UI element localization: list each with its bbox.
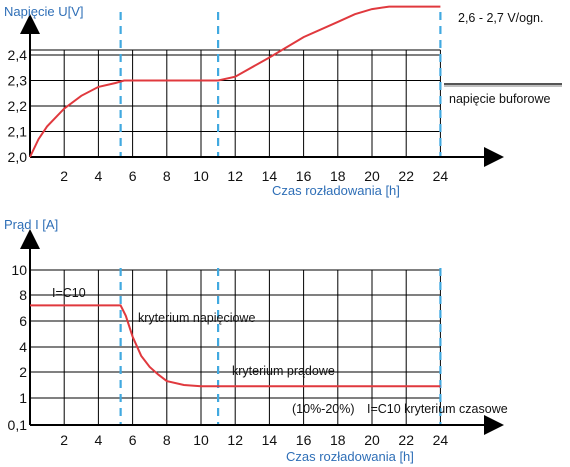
- voltage-x-tick-label: 14: [262, 168, 278, 184]
- current-y-axis-title: Prąd I [A]: [4, 217, 58, 232]
- voltage-criterion-label: kryterium napięciowe: [138, 311, 255, 325]
- voltage-x-tick-label: 6: [129, 168, 137, 184]
- voltage-x-tick-label: 8: [163, 168, 171, 184]
- current-y-tick-labels: 0,1 1 2 4 6 8 10: [8, 262, 28, 433]
- current-x-tick-label: 10: [193, 432, 209, 448]
- current-x-tick-label: 24: [433, 432, 449, 448]
- voltage-y-tick-label: 2,2: [8, 98, 28, 114]
- voltage-x-tick-label: 16: [296, 168, 312, 184]
- voltage-curve: [29, 5, 441, 158]
- time-criterion-label: I=C10 kryterium czasowe: [367, 402, 508, 416]
- current-y-tick-label: 10: [11, 262, 27, 278]
- current-x-tick-label: 2: [60, 432, 68, 448]
- current-y-tick-label: 8: [19, 287, 27, 303]
- current-c10-label: I=C10: [52, 286, 86, 300]
- voltage-y-tick-label: 2,1: [8, 124, 28, 140]
- voltage-x-tick-label: 24: [433, 168, 449, 184]
- current-criterion-label: kryterium prądowe: [232, 364, 335, 378]
- voltage-x-tick-label: 18: [330, 168, 346, 184]
- current-x-tick-label: 16: [296, 432, 312, 448]
- voltage-y-tick-label: 2,4: [8, 47, 28, 63]
- voltage-x-tick-label: 20: [364, 168, 380, 184]
- voltage-time-markers: [119, 12, 442, 157]
- percent-range-label: (10%-20%): [292, 402, 355, 416]
- current-x-tick-label: 12: [227, 432, 243, 448]
- voltage-x-tick-label: 2: [60, 168, 68, 184]
- current-x-tick-label: 22: [398, 432, 414, 448]
- voltage-x-axis-title: Czas rozładowania [h]: [272, 183, 400, 198]
- voltage-x-tick-label: 12: [227, 168, 243, 184]
- current-y-tick-label: 6: [19, 313, 27, 329]
- voltage-x-tick-labels: 2 4 6 8 10 12 14 16 18 20 22 24: [60, 168, 448, 184]
- current-x-tick-label: 20: [364, 432, 380, 448]
- voltage-y-axis-title: Napięcie U[V]: [4, 4, 83, 19]
- voltage-x-tick-label: 10: [193, 168, 209, 184]
- current-time-markers: [119, 268, 442, 425]
- current-x-tick-label: 8: [163, 432, 171, 448]
- voltage-y-tick-label: 2,3: [8, 73, 28, 89]
- current-x-axis-title: Czas rozładowania [h]: [286, 449, 414, 464]
- current-y-tick-label: 1: [19, 390, 27, 406]
- voltage-x-tick-label: 22: [398, 168, 414, 184]
- current-y-tick-label: 2: [19, 364, 27, 380]
- current-y-tick-label: 4: [19, 339, 27, 355]
- voltage-y-tick-labels: 2,0 2,1 2,2 2,3 2,4: [8, 47, 28, 165]
- float-voltage-annotation: napięcie buforowe: [449, 92, 551, 106]
- current-x-tick-label: 18: [330, 432, 346, 448]
- current-x-tick-label: 14: [262, 432, 278, 448]
- voltage-x-tick-label: 4: [95, 168, 103, 184]
- voltage-y-tick-label: 2,0: [8, 149, 28, 165]
- voltage-range-annotation: 2,6 - 2,7 V/ogn.: [458, 11, 543, 25]
- voltage-chart: 2 4 6 8 10 12 14 16 18 20 22 24 2,02,12,22,32,4 Nap…: [4, 4, 562, 198]
- current-grid: [30, 269, 441, 425]
- current-x-tick-label: 4: [95, 432, 103, 448]
- current-x-tick-label: 6: [129, 432, 137, 448]
- voltage-grid: [30, 49, 441, 157]
- current-y-tick-label: 0,1: [8, 417, 28, 433]
- current-x-tick-labels: 2 4 6 8 10 12 14 16 18 20 22 24: [60, 432, 448, 448]
- current-curve: [30, 304, 441, 388]
